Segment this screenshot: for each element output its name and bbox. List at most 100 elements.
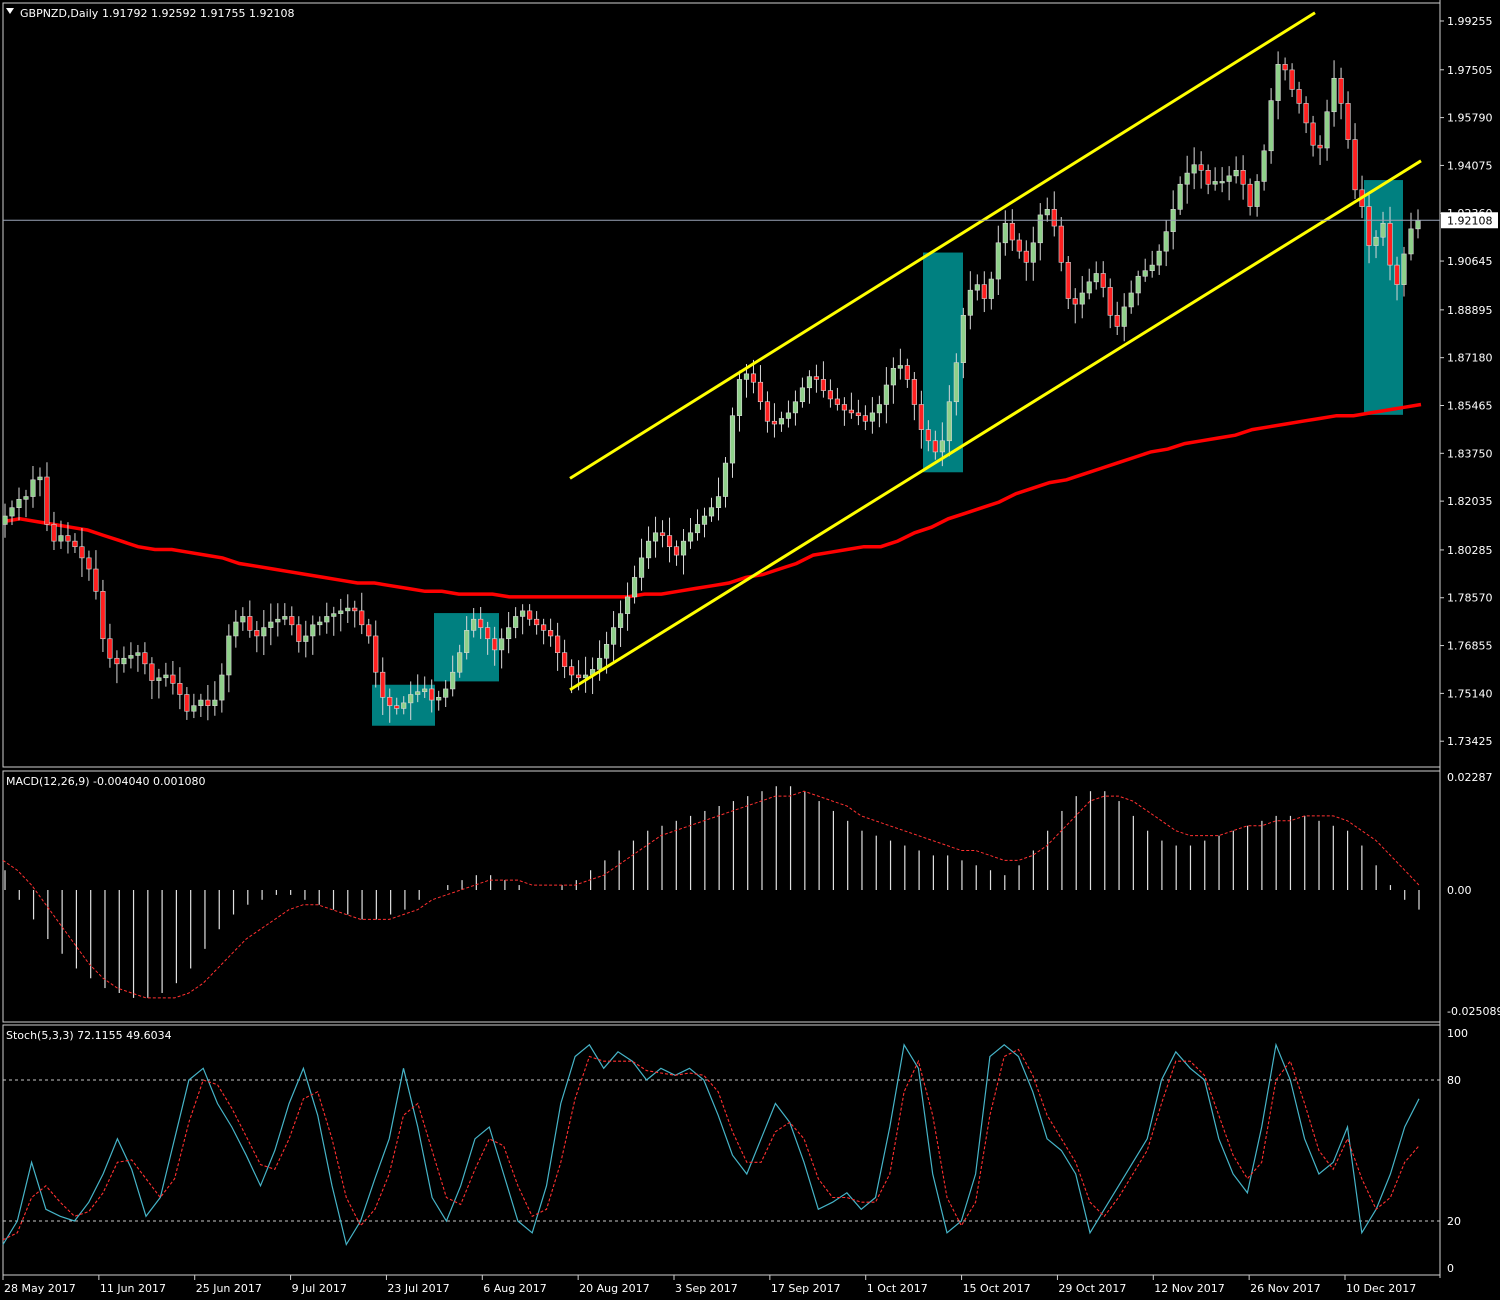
candle-bull [806,376,813,389]
stoch-main-line [2,1042,1420,1247]
candle-bear [1023,250,1029,263]
candle-bear [764,401,771,422]
channel-lower-line [569,159,1422,692]
candle-bear [1009,222,1015,241]
candle-bear [107,638,113,659]
collapse-triangle-icon[interactable] [6,8,14,14]
candle-bull [883,384,889,405]
candle-bull [331,613,337,617]
candle-bull [1219,181,1225,184]
candle-bull [240,616,246,623]
candle-bear [1107,287,1113,316]
candle-bear [813,376,819,380]
candle-bear [1016,239,1022,252]
candle-bear [548,630,554,637]
candle-bull [450,671,456,690]
candle-bull [645,540,652,559]
highlight-zones [372,180,1403,726]
candle-bear [527,610,533,620]
candle-bull [631,577,638,598]
candle-bear [1198,164,1204,171]
candle-bull [1415,220,1421,230]
candle-bear [373,635,379,673]
time-tick-label: 28 May 2017 [4,1282,76,1295]
price-axis: 1.992551.975051.957901.940751.923601.906… [3,15,1498,748]
candle-bull [890,367,896,386]
candle-bear [429,688,435,701]
candle-bear [79,546,85,559]
candle-bull [869,412,875,422]
candle-bull [946,401,952,442]
candle-bull [464,630,470,653]
chart-ohlc-label: 1.91792 1.92592 1.91755 1.92108 [102,7,294,20]
candle-bull [198,699,204,706]
price-tick-label: 1.73425 [1447,735,1493,748]
candle-bear [576,674,582,679]
price-tick-label: 1.99255 [1447,15,1493,28]
price-tick-label: 1.78570 [1447,592,1493,605]
candle-bear [142,652,148,665]
time-tick-label: 10 Dec 2017 [1346,1282,1416,1295]
candle-bear [1114,314,1120,327]
candle-bear [1303,103,1309,124]
candle-bull [499,638,505,651]
candle-bull [2,515,8,525]
candle-bull [1079,292,1085,305]
price-tick-label: 1.94075 [1447,159,1493,172]
candle-bull [1177,183,1183,210]
candle-bear [352,607,358,612]
macd-label: MACD(12,26,9) -0.004040 0.001080 [6,775,205,788]
candle-bear [1345,103,1351,140]
candle-bear [100,591,106,640]
candle-bull [513,616,519,628]
candle-bull [338,610,344,614]
candle-bull [1261,150,1267,182]
candle-bull [163,674,169,679]
candle-bull [324,616,330,623]
candle-bear [177,683,183,695]
candle-bear [1310,122,1316,146]
candle-bear [827,390,833,400]
candle-bull [317,621,323,626]
candle-bull [799,387,806,403]
candle-bull [785,412,792,419]
time-tick-label: 12 Nov 2017 [1154,1282,1224,1295]
candle-bull [23,496,29,500]
stoch-tick-label: 100 [1447,1027,1468,1040]
candle-bear [834,398,840,405]
candle-bull [282,616,288,620]
candle-bull [471,618,477,631]
candle-bull [1142,270,1148,277]
candle-bull [708,507,715,517]
candle-bull [652,532,659,542]
candle-bull [1086,281,1092,294]
candle-bull [729,415,736,464]
macd-panel: 0.02287 0.00 -0.025089 [2,771,1500,1018]
price-tick-label: 1.83750 [1447,447,1493,460]
candle-bear [44,476,50,525]
channel-upper-line [569,11,1316,480]
candle-bull [1212,181,1218,185]
candle-bull [1324,111,1330,149]
candle-bull [1233,169,1239,177]
candle-bear [1366,206,1372,246]
price-tick-label: 1.88895 [1447,304,1493,317]
candle-bull [1184,172,1190,185]
candle-bull [1401,253,1407,285]
moving-average [2,402,1422,599]
time-tick-label: 20 Aug 2017 [579,1282,649,1295]
macd-signal-line [2,790,1420,999]
candle-bear [673,546,680,556]
candle-bull [624,596,631,614]
chart-symbol-label: GBPNZD,Daily [20,7,99,20]
candle-bear [911,379,917,405]
candle-bull [422,688,428,693]
candle-bear [1072,298,1078,305]
candle-bear [771,420,778,425]
candle-bear [918,404,924,430]
candle-bear [1051,209,1057,227]
stoch-panel: 100 80 20 0 [2,1027,1468,1275]
candle-bear [247,616,253,631]
candle-bull [778,418,785,425]
price-tick-label: 1.80285 [1447,544,1493,557]
